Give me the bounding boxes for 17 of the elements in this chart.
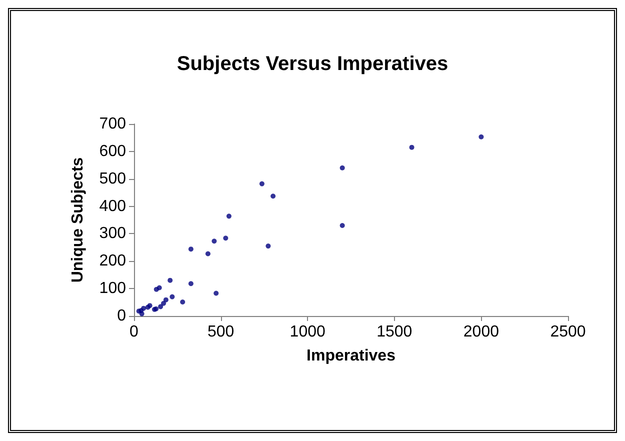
x-tick-label: 2000 — [463, 324, 500, 340]
x-axis-title: Imperatives — [306, 348, 396, 364]
x-tick-label: 1500 — [376, 324, 412, 340]
y-tick-label: 400 — [99, 198, 126, 215]
x-tick-label: 2500 — [550, 324, 586, 340]
y-tick-label: 700 — [99, 116, 126, 132]
x-tick-label: 0 — [130, 324, 139, 340]
x-tick-label: 500 — [207, 324, 234, 340]
x-tick-label: 1000 — [290, 324, 326, 340]
y-tick-label: 100 — [99, 280, 126, 298]
y-axis-title: Unique Subjects — [70, 157, 86, 283]
y-tick-label: 600 — [99, 142, 126, 160]
y-tick-label: 500 — [99, 170, 126, 188]
chart-title: Subjects Versus Imperatives — [176, 53, 448, 75]
y-tick-label: 0 — [117, 308, 126, 324]
y-tick-label: 300 — [99, 225, 126, 242]
y-tick-label: 200 — [99, 252, 126, 270]
